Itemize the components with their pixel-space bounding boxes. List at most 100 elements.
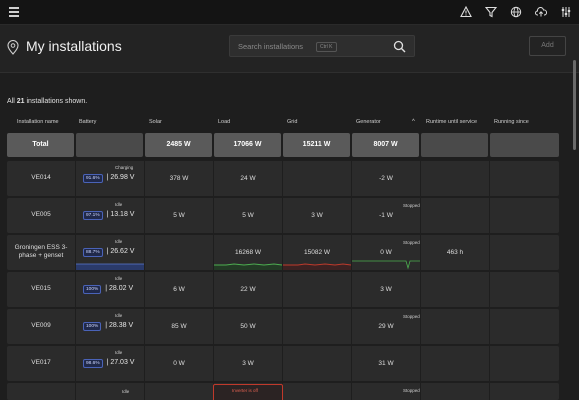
- installation-name[interactable]: Groningen ESS 3-phase + genset: [14, 244, 68, 259]
- table-row[interactable]: VE005 Idle 97.1% | 13.18 V 5 W 5 W 3 W S…: [7, 198, 559, 233]
- generator-status: Stopped: [403, 314, 420, 319]
- alert-icon[interactable]: [460, 6, 472, 18]
- alarm-badge[interactable]: Inverter is off: [213, 384, 283, 400]
- table-row[interactable]: Idle Stopped: [7, 383, 559, 400]
- totals-row: Total 2485 W 17066 W 15211 W 8007 W: [7, 133, 559, 157]
- battery-voltage-value: 26.62 V: [110, 248, 135, 255]
- table-row[interactable]: VE009 Idle 100% | 28.38 V 85 W 50 W Stop…: [7, 309, 559, 344]
- installation-name[interactable]: VE009: [31, 322, 51, 329]
- generator-value: -1 W: [379, 212, 393, 219]
- add-button[interactable]: Add: [529, 36, 566, 56]
- totals-grid: 15211 W: [283, 133, 350, 157]
- battery-voltage: | 26.98 V: [106, 174, 135, 181]
- battery-voltage-value: 13.18 V: [110, 211, 135, 218]
- column-header-running-since[interactable]: Running since: [494, 119, 529, 125]
- table-row[interactable]: Groningen ESS 3-phase + genset Idle 88.7…: [7, 235, 559, 270]
- battery-soc-badge: 100%: [83, 322, 102, 331]
- totals-solar: 2485 W: [145, 133, 212, 157]
- filter-icon[interactable]: [485, 6, 497, 18]
- summary-count: 21: [16, 98, 25, 105]
- solar-value: 378 W: [169, 175, 189, 182]
- column-header-solar[interactable]: Solar: [149, 119, 162, 125]
- globe-icon[interactable]: [510, 6, 522, 18]
- battery-status: Idle: [122, 389, 130, 394]
- column-header-grid[interactable]: Grid: [287, 119, 298, 125]
- solar-value: 0 W: [173, 360, 185, 367]
- battery-voltage-value: 28.38 V: [109, 322, 134, 329]
- totals-label: Total: [7, 133, 74, 157]
- battery-voltage: | 28.02 V: [105, 285, 134, 292]
- search-input[interactable]: Search installations Ctrl K: [229, 35, 415, 57]
- column-header-load[interactable]: Load: [218, 119, 231, 125]
- battery-status: Charging: [115, 165, 134, 170]
- summary-prefix: All: [7, 98, 15, 105]
- generator-status: Stopped: [403, 240, 420, 245]
- installation-name[interactable]: VE005: [31, 211, 51, 218]
- search-icon[interactable]: [393, 40, 406, 53]
- battery-voltage: | 28.38 V: [105, 322, 134, 329]
- load-value: 50 W: [240, 323, 256, 330]
- battery-voltage: | 13.18 V: [106, 211, 135, 218]
- battery-trend-chart: [76, 263, 144, 270]
- search-placeholder: Search installations: [238, 42, 304, 51]
- upload-icon[interactable]: [535, 6, 547, 18]
- battery-soc-badge: 98.6%: [83, 359, 103, 368]
- generator-value: 29 W: [378, 323, 394, 330]
- battery-voltage-value: 26.98 V: [110, 174, 135, 181]
- column-header-name[interactable]: Installation name: [17, 119, 59, 125]
- column-header-battery[interactable]: Battery: [79, 119, 97, 125]
- installation-name[interactable]: VE015: [31, 285, 51, 292]
- table-row[interactable]: VE015 Idle 100% | 28.02 V 6 W 22 W 3 W: [7, 272, 559, 307]
- table-row[interactable]: VE014 Charging 91.6% | 26.98 V 378 W 24 …: [7, 161, 559, 196]
- battery-cell: Idle 97.1% | 13.18 V: [83, 202, 135, 220]
- totals-running-since: [490, 133, 559, 157]
- load-value: 24 W: [240, 175, 256, 182]
- battery-voltage: | 26.62 V: [106, 248, 135, 255]
- top-bar-actions: [460, 6, 572, 18]
- table-row[interactable]: VE017 Idle 98.6% | 27.03 V 0 W 3 W 31 W: [7, 346, 559, 381]
- sliders-icon[interactable]: [560, 6, 572, 18]
- search-shortcut-hint: Ctrl K: [316, 42, 337, 52]
- column-header-runtime[interactable]: Runtime until service: [426, 119, 478, 125]
- battery-cell: Idle 100% | 28.02 V: [83, 276, 134, 294]
- generator-value: 0 W: [380, 249, 392, 256]
- top-bar: [0, 0, 579, 25]
- installation-name[interactable]: VE017: [31, 359, 51, 366]
- generator-value: 3 W: [380, 286, 392, 293]
- battery-cell: Idle 98.6% | 27.03 V: [83, 350, 135, 368]
- battery-status: Idle: [115, 350, 123, 355]
- generator-trend-chart: [352, 260, 420, 270]
- generator-value: -2 W: [379, 175, 393, 182]
- grid-value: 3 W: [311, 212, 323, 219]
- totals-battery: [76, 133, 143, 157]
- location-pin-icon: [7, 40, 19, 55]
- installations-count: All 21 installations shown.: [7, 98, 87, 105]
- battery-status: Idle: [115, 239, 123, 244]
- battery-voltage: | 27.03 V: [106, 359, 135, 366]
- load-trend-chart: [214, 263, 282, 270]
- battery-soc-badge: 100%: [83, 285, 102, 294]
- menu-icon[interactable]: [9, 7, 19, 17]
- load-value: 16268 W: [234, 249, 262, 256]
- solar-value: 85 W: [171, 323, 187, 330]
- load-value: 3 W: [242, 360, 254, 367]
- battery-soc-badge: 91.6%: [83, 174, 103, 183]
- alarm-text: Inverter is off: [232, 388, 258, 393]
- installation-name[interactable]: VE014: [31, 174, 51, 181]
- sort-ascending-icon[interactable]: ^: [412, 119, 415, 125]
- scrollbar[interactable]: [573, 60, 576, 150]
- solar-value: 5 W: [173, 212, 185, 219]
- runtime-value: 463 h: [446, 249, 464, 256]
- battery-status: Idle: [115, 202, 123, 207]
- battery-voltage-value: 27.03 V: [110, 359, 135, 366]
- page-header: My installations Search installations Ct…: [0, 25, 579, 73]
- summary-suffix: installations shown.: [26, 98, 88, 105]
- column-header-generator[interactable]: Generator: [356, 119, 381, 125]
- battery-cell: Idle 100% | 28.38 V: [83, 313, 134, 331]
- generator-status: Stopped: [403, 388, 420, 393]
- battery-soc-badge: 97.1%: [83, 211, 103, 220]
- generator-value: 31 W: [378, 360, 394, 367]
- generator-status: Stopped: [403, 203, 420, 208]
- battery-cell: Charging 91.6% | 26.98 V: [83, 165, 135, 183]
- battery-cell: Idle 88.7% | 26.62 V: [83, 239, 135, 257]
